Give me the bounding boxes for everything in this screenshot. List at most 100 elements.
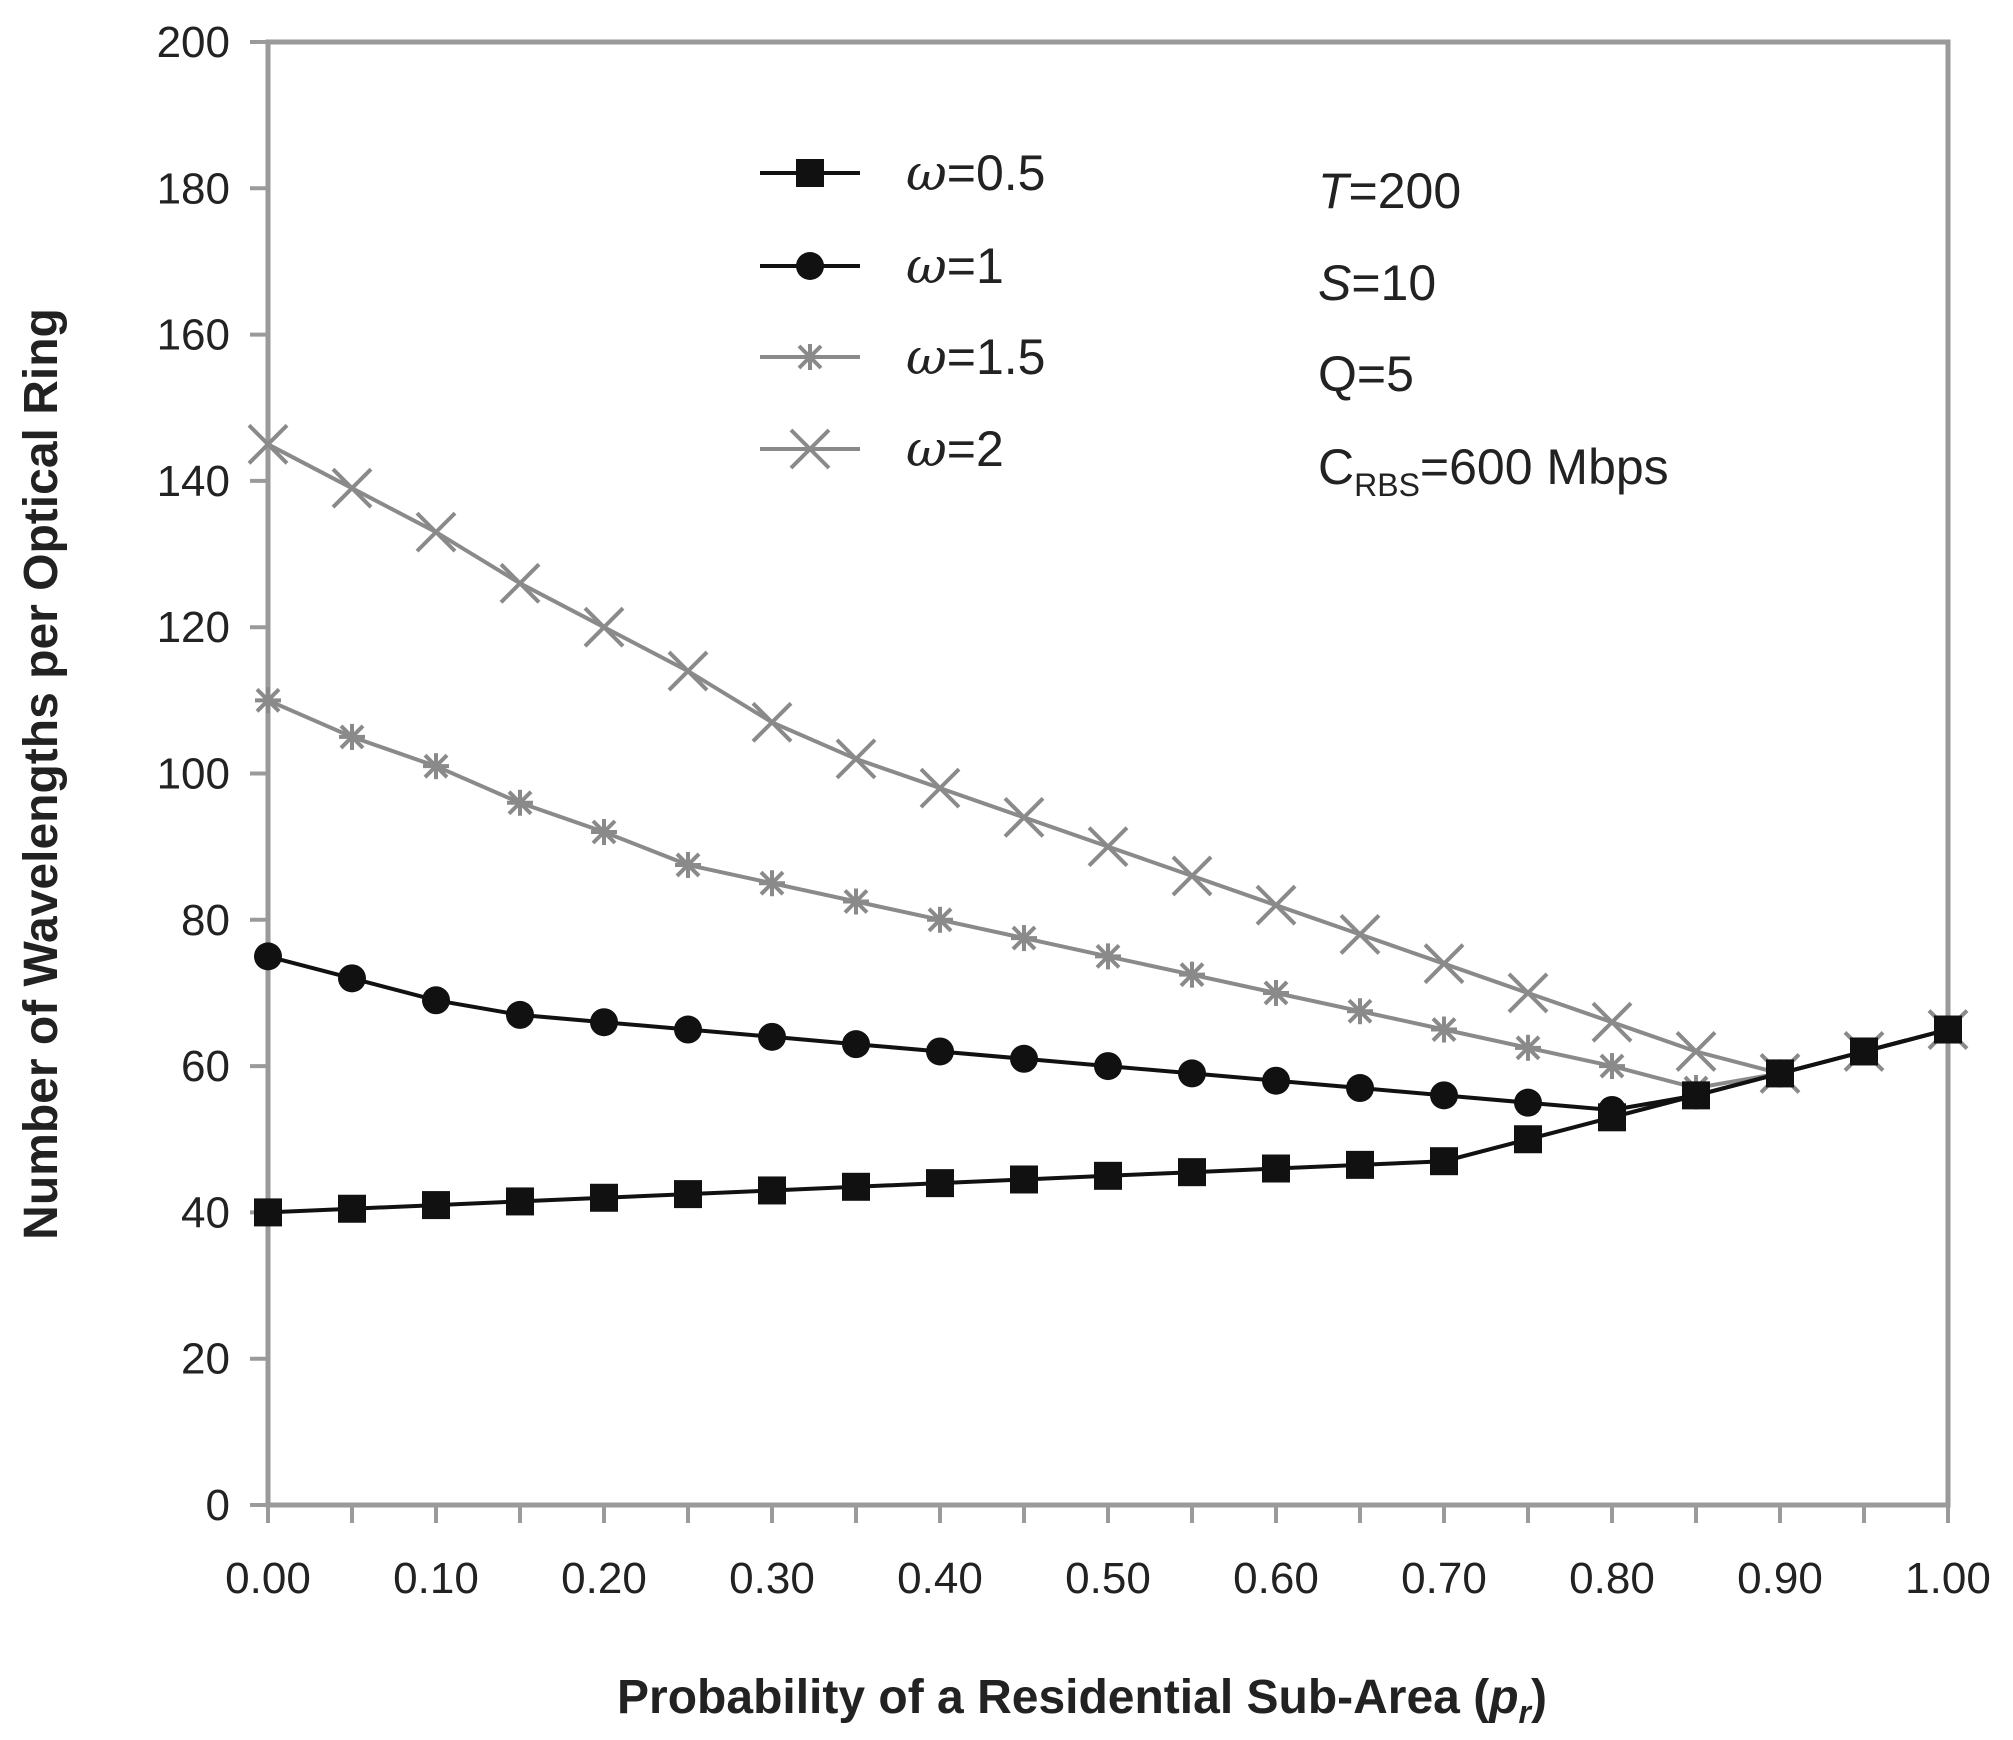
- data-point: [506, 1000, 534, 1029]
- legend-label: ω=1: [906, 237, 1004, 295]
- data-point: [499, 562, 541, 604]
- data-point: [926, 1169, 954, 1198]
- data-point: [422, 1191, 450, 1220]
- x-axis-title: Probability of a Residential Sub-Area (p…: [617, 1671, 1547, 1730]
- data-point: [1934, 1015, 1962, 1044]
- x-tick-label: 0.60: [1233, 1554, 1319, 1603]
- data-point: [423, 753, 449, 780]
- y-tick-label: 120: [157, 603, 230, 652]
- y-tick-label: 20: [181, 1335, 230, 1384]
- parameter-label: S=10: [1318, 255, 1436, 311]
- x-tick-label: 0.10: [393, 1554, 479, 1603]
- x-tick-label: 1.00: [1905, 1554, 1991, 1603]
- data-point: [1095, 943, 1121, 970]
- data-point: [675, 851, 701, 878]
- x-tick-label: 0.90: [1737, 1554, 1823, 1603]
- data-point: [1178, 1158, 1206, 1187]
- data-point: [759, 870, 785, 897]
- data-point: [1507, 972, 1549, 1014]
- data-point: [919, 767, 961, 809]
- legend-label: ω=2: [906, 420, 1004, 478]
- y-tick-label: 80: [181, 896, 230, 945]
- data-point: [1591, 1001, 1633, 1043]
- data-point: [1262, 1066, 1290, 1095]
- parameter-label: T=200: [1318, 163, 1461, 219]
- data-point: [591, 819, 617, 846]
- legend-item: ω=2: [760, 420, 1004, 478]
- data-point: [1087, 826, 1129, 868]
- legend: ω=0.5 ω=1 ω=1.5 ω=2: [760, 144, 1046, 478]
- legend-item: ω=1.5: [760, 328, 1046, 386]
- y-axis-title: Number of Wavelengths per Optical Ring: [15, 308, 68, 1240]
- data-point: [1094, 1161, 1122, 1190]
- x-tick-label: 0.20: [561, 1554, 647, 1603]
- legend-item: ω=1: [760, 237, 1004, 295]
- data-point: [667, 650, 709, 692]
- data-point: [1514, 1125, 1542, 1154]
- data-point: [590, 1008, 618, 1037]
- parameter-label: CRBS=600 Mbps: [1318, 439, 1669, 503]
- data-point: [1011, 925, 1037, 952]
- data-point: [1682, 1081, 1710, 1110]
- legend-item: ω=0.5: [760, 144, 1046, 202]
- x-tick-label: 0.50: [1065, 1554, 1151, 1603]
- y-tick-label: 0: [206, 1481, 230, 1530]
- data-point: [1766, 1059, 1794, 1088]
- y-tick-label: 180: [157, 164, 230, 213]
- x-tick-label: 0.80: [1569, 1554, 1655, 1603]
- data-point: [507, 789, 533, 816]
- data-point: [926, 1037, 954, 1066]
- data-point: [247, 423, 289, 465]
- x-axis: 0.00 0.10 0.20 0.30 0.40 0.50 0.60 0.70 0.80 0.90…: [225, 1505, 1991, 1603]
- data-point: [1423, 943, 1465, 985]
- data-point: [339, 723, 365, 750]
- x-tick-label: 0.70: [1401, 1554, 1487, 1603]
- data-point: [1347, 998, 1373, 1025]
- data-point: [1598, 1103, 1626, 1132]
- series-1: [254, 1015, 1962, 1227]
- data-point: [1010, 1044, 1038, 1073]
- data-point: [338, 1194, 366, 1223]
- plot-frame: [265, 39, 1951, 1508]
- data-point: [1010, 1165, 1038, 1194]
- data-point: [835, 738, 877, 780]
- data-point: [1346, 1150, 1374, 1179]
- data-point: [255, 687, 281, 714]
- y-tick-label: 40: [181, 1188, 230, 1237]
- data-point: [758, 1022, 786, 1051]
- data-point: [842, 1172, 870, 1201]
- data-point: [1514, 1088, 1542, 1117]
- data-point: [927, 906, 953, 933]
- data-point: [254, 942, 282, 971]
- data-point: [843, 888, 869, 915]
- data-point: [1850, 1037, 1878, 1066]
- data-point: [1094, 1052, 1122, 1081]
- data-point: [1430, 1147, 1458, 1176]
- data-point: [506, 1187, 534, 1216]
- legend-marker: [789, 428, 831, 470]
- data-point: [751, 701, 793, 743]
- data-point: [1339, 914, 1381, 955]
- series-line: [267, 442, 1949, 1076]
- legend-label: ω=1.5: [906, 328, 1046, 386]
- data-point: [842, 1030, 870, 1059]
- data-point: [1263, 979, 1289, 1006]
- legend-marker: [796, 159, 824, 187]
- legend-marker: [796, 252, 824, 280]
- data-point: [1171, 855, 1213, 897]
- data-point: [1255, 884, 1297, 926]
- data-point: [674, 1180, 702, 1209]
- data-point: [422, 986, 450, 1015]
- data-point: [1431, 1016, 1457, 1043]
- data-point: [758, 1176, 786, 1205]
- data-point: [583, 606, 625, 648]
- parameter-annotations: T=200 S=10 Q=5 CRBS=600 Mbps: [1318, 163, 1669, 503]
- series-3: [255, 687, 1961, 1102]
- x-tick-label: 0.30: [729, 1554, 815, 1603]
- series-layer: [247, 423, 1969, 1227]
- data-point: [415, 511, 457, 553]
- y-tick-label: 100: [157, 750, 230, 799]
- legend-label: ω=0.5: [906, 144, 1046, 202]
- data-point: [1515, 1034, 1541, 1061]
